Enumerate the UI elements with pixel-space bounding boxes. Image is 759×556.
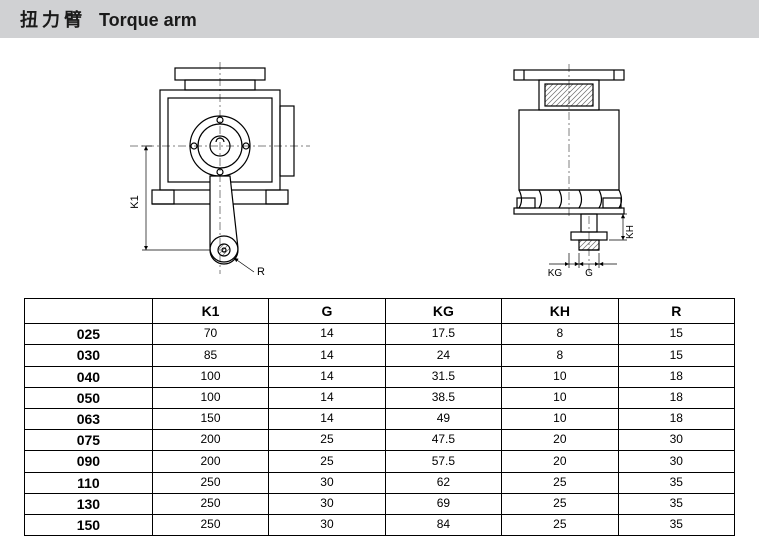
section-header: 扭力臂 Torque arm bbox=[0, 0, 759, 38]
cell: 57.5 bbox=[385, 451, 501, 472]
table-row: 06315014491018 bbox=[25, 408, 735, 429]
diagrams-row: K1 R bbox=[0, 38, 759, 298]
cell: 70 bbox=[152, 324, 268, 345]
cell: 30 bbox=[618, 451, 734, 472]
label-g: G bbox=[585, 268, 593, 278]
table-row: 030851424815 bbox=[25, 345, 735, 366]
col-kg: KG bbox=[385, 299, 501, 324]
label-r: R bbox=[257, 266, 265, 278]
cell: 69 bbox=[385, 493, 501, 514]
label-k1: K1 bbox=[129, 195, 141, 208]
cell: 250 bbox=[152, 472, 268, 493]
cell: 15 bbox=[618, 324, 734, 345]
cell: 49 bbox=[385, 408, 501, 429]
cell: 150 bbox=[152, 408, 268, 429]
label-kg: KG bbox=[548, 268, 563, 278]
cell: 35 bbox=[618, 514, 734, 535]
cell: 100 bbox=[152, 366, 268, 387]
cell: 17.5 bbox=[385, 324, 501, 345]
row-label: 050 bbox=[25, 387, 153, 408]
cell: 25 bbox=[269, 430, 385, 451]
diagram-side: KH KG G bbox=[459, 58, 699, 278]
title-cn: 扭力臂 bbox=[20, 10, 86, 30]
row-label: 025 bbox=[25, 324, 153, 345]
title-en: Torque arm bbox=[99, 10, 197, 30]
cell: 14 bbox=[269, 366, 385, 387]
table-header-row: K1 G KG KH R bbox=[25, 299, 735, 324]
cell: 31.5 bbox=[385, 366, 501, 387]
cell: 20 bbox=[502, 430, 618, 451]
row-label: 150 bbox=[25, 514, 153, 535]
col-r: R bbox=[618, 299, 734, 324]
row-label: 090 bbox=[25, 451, 153, 472]
cell: 38.5 bbox=[385, 387, 501, 408]
col-kh: KH bbox=[502, 299, 618, 324]
diagram-front: K1 R bbox=[60, 58, 360, 278]
cell: 25 bbox=[502, 493, 618, 514]
table-row: 0501001438.51018 bbox=[25, 387, 735, 408]
spec-table: K1 G KG KH R 025701417.58150308514248150… bbox=[24, 298, 735, 536]
cell: 35 bbox=[618, 472, 734, 493]
cell: 24 bbox=[385, 345, 501, 366]
cell: 35 bbox=[618, 493, 734, 514]
cell: 18 bbox=[618, 408, 734, 429]
row-label: 075 bbox=[25, 430, 153, 451]
table-row: 0902002557.52030 bbox=[25, 451, 735, 472]
table-row: 025701417.5815 bbox=[25, 324, 735, 345]
table-row: 11025030622535 bbox=[25, 472, 735, 493]
cell: 8 bbox=[502, 345, 618, 366]
cell: 30 bbox=[618, 430, 734, 451]
table-row: 0401001431.51018 bbox=[25, 366, 735, 387]
row-label: 110 bbox=[25, 472, 153, 493]
cell: 30 bbox=[269, 472, 385, 493]
cell: 10 bbox=[502, 387, 618, 408]
cell: 10 bbox=[502, 408, 618, 429]
row-label: 040 bbox=[25, 366, 153, 387]
spec-table-wrap: K1 G KG KH R 025701417.58150308514248150… bbox=[0, 298, 759, 556]
cell: 100 bbox=[152, 387, 268, 408]
cell: 18 bbox=[618, 366, 734, 387]
cell: 85 bbox=[152, 345, 268, 366]
cell: 47.5 bbox=[385, 430, 501, 451]
cell: 8 bbox=[502, 324, 618, 345]
table-row: 13025030692535 bbox=[25, 493, 735, 514]
cell: 200 bbox=[152, 451, 268, 472]
cell: 200 bbox=[152, 430, 268, 451]
col-g: G bbox=[269, 299, 385, 324]
cell: 250 bbox=[152, 493, 268, 514]
table-row: 15025030842535 bbox=[25, 514, 735, 535]
cell: 14 bbox=[269, 387, 385, 408]
row-label: 030 bbox=[25, 345, 153, 366]
cell: 18 bbox=[618, 387, 734, 408]
table-row: 0752002547.52030 bbox=[25, 430, 735, 451]
cell: 84 bbox=[385, 514, 501, 535]
cell: 62 bbox=[385, 472, 501, 493]
row-label: 063 bbox=[25, 408, 153, 429]
cell: 14 bbox=[269, 345, 385, 366]
cell: 25 bbox=[502, 514, 618, 535]
row-label: 130 bbox=[25, 493, 153, 514]
cell: 25 bbox=[269, 451, 385, 472]
cell: 25 bbox=[502, 472, 618, 493]
cell: 10 bbox=[502, 366, 618, 387]
col-k1: K1 bbox=[152, 299, 268, 324]
label-kh: KH bbox=[625, 225, 636, 239]
cell: 14 bbox=[269, 324, 385, 345]
cell: 15 bbox=[618, 345, 734, 366]
cell: 30 bbox=[269, 514, 385, 535]
cell: 30 bbox=[269, 493, 385, 514]
cell: 250 bbox=[152, 514, 268, 535]
cell: 14 bbox=[269, 408, 385, 429]
col-blank bbox=[25, 299, 153, 324]
cell: 20 bbox=[502, 451, 618, 472]
